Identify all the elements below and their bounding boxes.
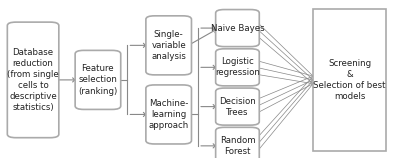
FancyBboxPatch shape (216, 49, 259, 86)
FancyBboxPatch shape (313, 9, 386, 151)
FancyBboxPatch shape (216, 127, 259, 160)
Text: Feature
selection
(ranking): Feature selection (ranking) (78, 64, 118, 96)
Text: Random
Forest: Random Forest (220, 136, 255, 156)
Text: Naive Bayes: Naive Bayes (211, 24, 264, 33)
FancyBboxPatch shape (216, 10, 259, 47)
FancyBboxPatch shape (216, 88, 259, 125)
Text: Screening
&
Selection of best
models: Screening & Selection of best models (313, 59, 386, 101)
FancyBboxPatch shape (75, 50, 121, 109)
Text: Logistic
regression: Logistic regression (215, 57, 260, 77)
Text: Single-
variable
analysis: Single- variable analysis (151, 30, 186, 61)
Text: Decision
Trees: Decision Trees (219, 96, 256, 117)
Text: Machine-
learning
approach: Machine- learning approach (148, 99, 189, 130)
FancyBboxPatch shape (146, 85, 192, 144)
FancyBboxPatch shape (7, 22, 59, 138)
Text: Database
reduction
(from single
cells to
descriptive
statistics): Database reduction (from single cells to… (7, 48, 59, 112)
FancyBboxPatch shape (146, 16, 192, 75)
